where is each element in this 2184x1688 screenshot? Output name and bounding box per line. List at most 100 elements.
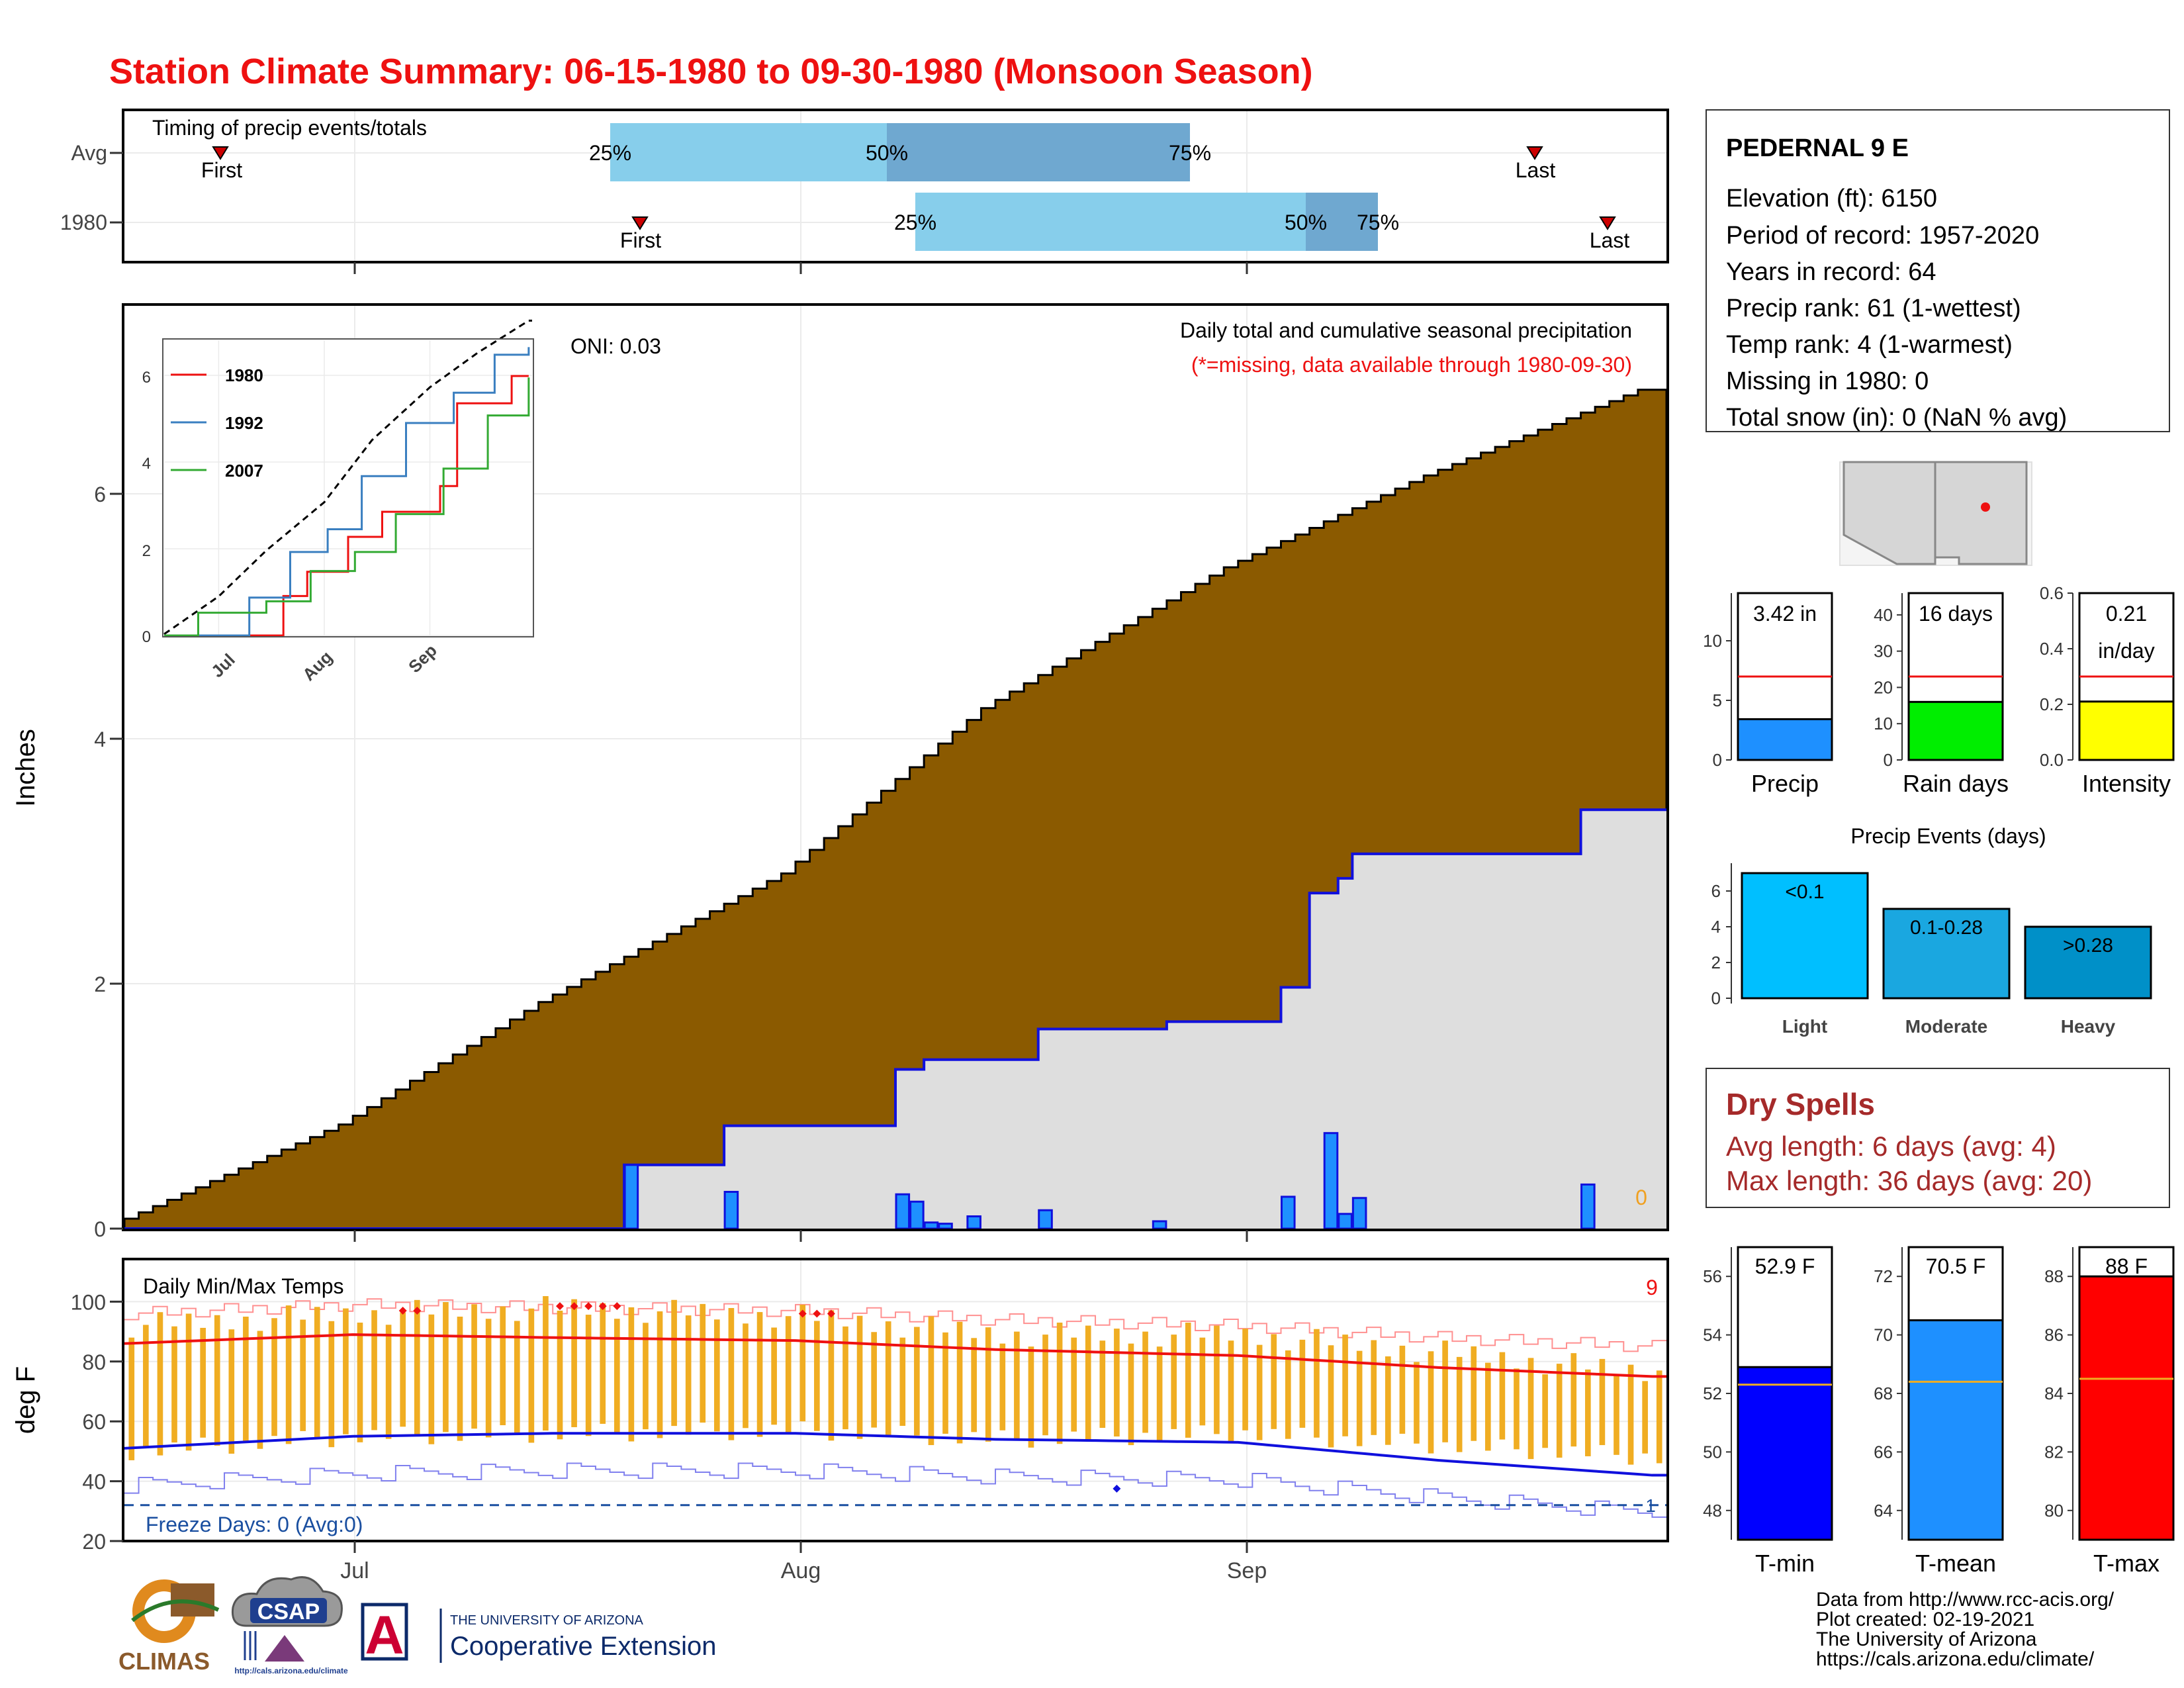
ua-line2: Cooperative Extension — [450, 1632, 716, 1661]
dry-spells-max: Max length: 36 days (avg: 20) — [1726, 1165, 2092, 1196]
summary-tick-label: 10 — [1703, 631, 1722, 651]
daily-temp-bar — [571, 1299, 577, 1427]
avg-p50-label: 50% — [866, 141, 908, 165]
inset-legend: 1980 1992 2007 — [171, 365, 263, 481]
daily-precip-bar — [1281, 1196, 1296, 1230]
summary-tick-label: 0.2 — [2040, 694, 2064, 714]
ua-logo: A — [361, 1603, 408, 1665]
daily-temp-bar — [271, 1318, 277, 1436]
tempbar-tick-label: 88 — [2044, 1266, 2064, 1286]
daily-temp-bar — [528, 1308, 535, 1443]
daily-precip-bar — [1152, 1220, 1167, 1230]
daily-temp-bar — [1214, 1325, 1220, 1434]
daily-temp-bar — [414, 1299, 420, 1436]
daily-temp-bar — [1228, 1340, 1234, 1443]
events-tick-label: 6 — [1711, 881, 1721, 901]
daily-temp-bar — [1627, 1364, 1634, 1465]
daily-temp-bar — [285, 1305, 292, 1444]
daily-precip-bar — [909, 1200, 925, 1230]
inset-series-1980 — [164, 375, 529, 637]
summary-tick-label: 0.6 — [2040, 583, 2064, 603]
daily-temp-bar — [385, 1325, 392, 1439]
timing-panel: Timing of precip events/totals Avg 1980 … — [60, 109, 1669, 274]
record-high-marker — [613, 1302, 621, 1311]
yr-p75-label: 75% — [1357, 211, 1399, 234]
legend-1992: 1992 — [225, 413, 263, 433]
daily-temp-bar — [1328, 1345, 1334, 1448]
timing-row-avg-label: Avg — [71, 141, 107, 165]
temp-ytick-label: 60 — [82, 1410, 106, 1434]
tempbar-tick-label: 54 — [1703, 1325, 1722, 1345]
record-high-marker — [570, 1302, 578, 1311]
yr-last-label: Last — [1590, 228, 1630, 252]
daily-precip-bar — [966, 1215, 981, 1230]
dry-spells-title: Dry Spells — [1726, 1087, 1875, 1121]
events-bar-Moderate — [1882, 908, 2011, 1000]
daily-temp-bar — [1099, 1340, 1106, 1429]
daily-temp-bar — [1471, 1346, 1477, 1441]
daily-temp-bar — [500, 1306, 506, 1426]
avg-first-marker — [212, 146, 229, 160]
record-low-marker — [1113, 1484, 1121, 1493]
summary-value-text: in/day — [2098, 639, 2154, 663]
timing-label: Timing of precip events/totals — [152, 116, 427, 140]
inset-ytick-0: 0 — [142, 628, 151, 646]
summary-label: Precip — [1751, 770, 1819, 797]
daily-temp-bar — [471, 1304, 477, 1429]
tempbar-tick-label: 68 — [1874, 1383, 1893, 1403]
credits: Data from http://www.rcc-acis.org/ Plot … — [1816, 1589, 2115, 1670]
summary-tick-label: 40 — [1874, 605, 1893, 625]
daily-temp-bar — [200, 1327, 206, 1438]
daily-temp-bar — [871, 1332, 877, 1428]
daily-temp-bar — [1299, 1339, 1306, 1428]
tempbar-value-text: 88 F — [2105, 1254, 2148, 1278]
tempbar-tick-label: 64 — [1874, 1501, 1893, 1521]
daily-temp-bar — [1399, 1345, 1406, 1434]
csap-logo: CSAP http://cals.arizona.edu/climate — [231, 1576, 348, 1675]
daily-temp-bar — [828, 1310, 835, 1441]
avg-iqr-high — [887, 123, 1190, 181]
climas-logo: CLIMAS — [118, 1579, 220, 1675]
events-range: >0.28 — [2063, 935, 2113, 957]
daily-temp-bar — [743, 1323, 749, 1429]
record-high-marker — [413, 1306, 422, 1315]
events-label: Light — [1782, 1016, 1827, 1037]
tempbar-tick-label: 72 — [1874, 1266, 1893, 1286]
summary-value-text: 3.42 in — [1753, 602, 1817, 626]
xtick-sep: Sep — [1227, 1558, 1267, 1583]
daily-temp-bar — [1114, 1329, 1120, 1437]
daily-temp-bar — [257, 1331, 263, 1449]
daily-temp-bar — [1314, 1329, 1320, 1438]
daily-temp-bar — [443, 1302, 449, 1432]
daily-temp-bar — [428, 1314, 435, 1444]
daily-temp-bar — [614, 1319, 620, 1433]
daily-temp-bar — [1642, 1381, 1648, 1454]
summary-label: Rain days — [1903, 770, 2009, 797]
daily-temp-bar — [457, 1317, 463, 1441]
daily-temp-bar — [1028, 1346, 1034, 1448]
events-label: Heavy — [2061, 1016, 2116, 1037]
station-precip-rank: Precip rank: 61 (1-wettest) — [1726, 295, 2021, 322]
daily-temp-bar — [771, 1327, 777, 1425]
summary-tick-label: 0 — [1713, 750, 1722, 770]
climas-text: CLIMAS — [118, 1648, 210, 1675]
freeze-days: Freeze Days: 0 (Avg:0) — [146, 1513, 363, 1536]
yr-first-marker — [631, 216, 649, 230]
missing-count: 0 — [1635, 1186, 1647, 1209]
avg-first-label: First — [201, 158, 242, 182]
dry-spells-avg: Avg length: 6 days (avg: 4) — [1726, 1131, 2056, 1162]
daily-temp-bar — [942, 1332, 948, 1434]
summary-tick-label: 20 — [1874, 677, 1893, 697]
daily-temp-bar — [1385, 1356, 1391, 1445]
daily-precip-bar — [1038, 1209, 1053, 1230]
record-high-marker — [798, 1309, 807, 1318]
daily-temp-bar — [157, 1312, 163, 1456]
daily-temp-bar — [1585, 1369, 1591, 1456]
station-info-box: PEDERNAL 9 E Elevation (ft): 6150 Period… — [1706, 109, 2170, 432]
precip-ylabel: Inches — [11, 729, 40, 807]
avg-p75-label: 75% — [1169, 141, 1211, 165]
ua-line1: THE UNIVERSITY OF ARIZONA — [450, 1613, 644, 1628]
daily-temp-bar — [685, 1315, 692, 1435]
daily-temp-bar — [543, 1296, 549, 1431]
daily-temp-bar — [1442, 1340, 1448, 1442]
